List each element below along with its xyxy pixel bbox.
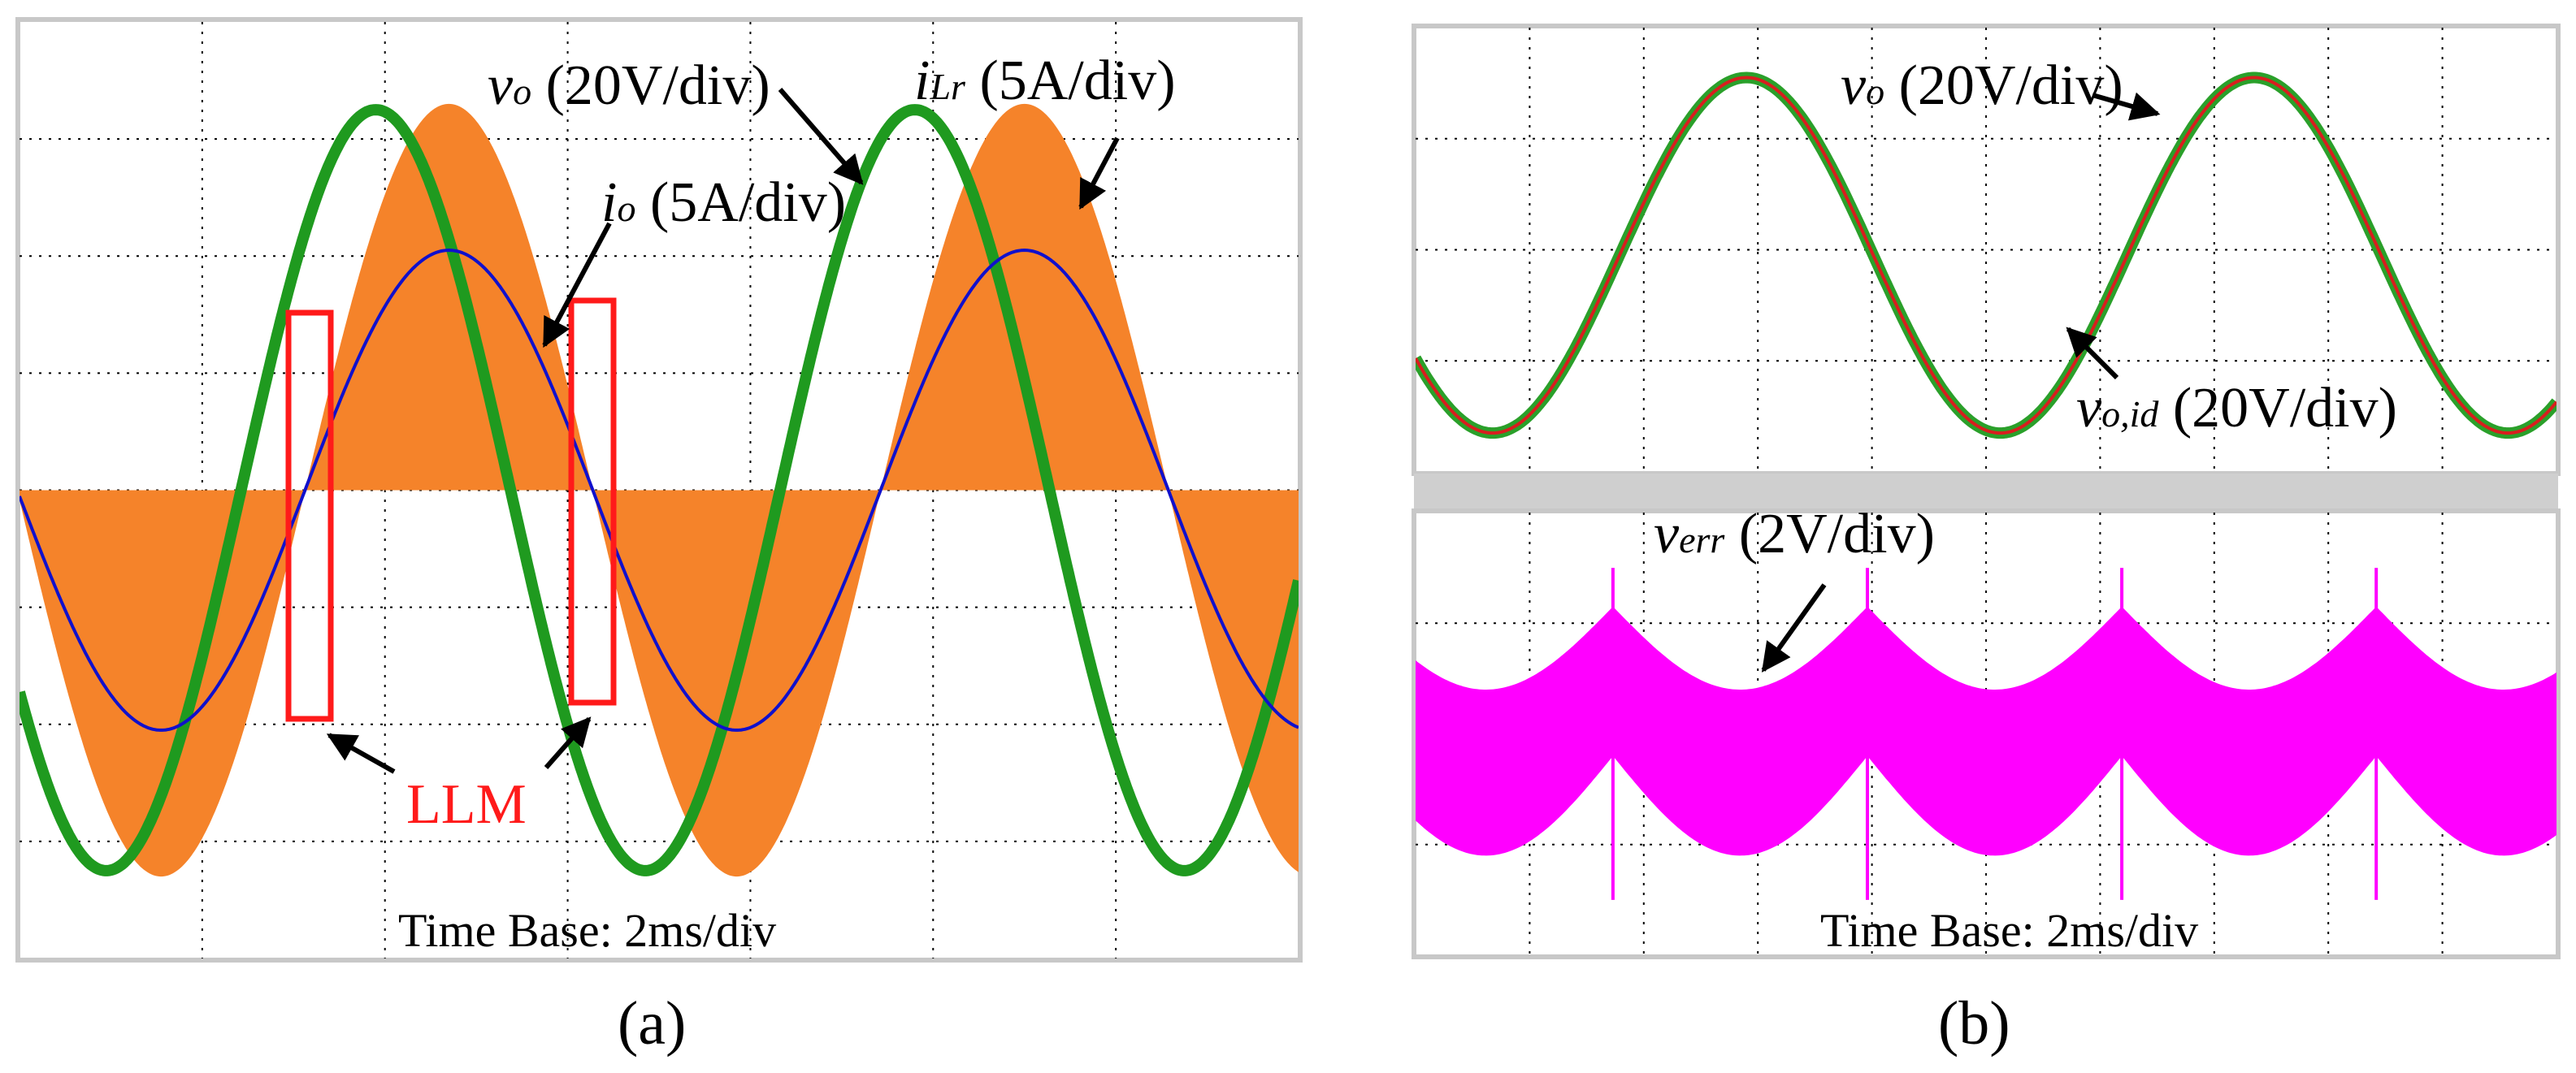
- iLr-trace-a: [20, 103, 1299, 877]
- panel-b-bottom-traces: [1416, 568, 2556, 900]
- vo-arrow-b: [2092, 92, 2161, 121]
- label-iLr-a: iLr (5A/div): [914, 50, 1176, 112]
- llm-box-2: [568, 297, 617, 706]
- io-trace-a: [20, 249, 1299, 732]
- time-base-a: Time Base: 2ms/div: [398, 904, 776, 957]
- label-vo-b: vo (20V/div): [1841, 54, 2123, 117]
- void-arrow-b: [2066, 327, 2119, 380]
- verr-trace-b: [1416, 606, 2556, 856]
- panel-b-top-traces: [1416, 71, 2556, 439]
- label-verr-b: verr (2V/div): [1654, 503, 1935, 565]
- time-base-b: Time Base: 2ms/div: [1820, 904, 2198, 957]
- caption-b: (b): [1938, 989, 2010, 1058]
- llm-arrow-2: [544, 716, 592, 769]
- label-vo-a: vo (20V/div): [488, 54, 770, 117]
- panel-a-traces: [20, 103, 1299, 877]
- vo-trace-a: [20, 104, 1299, 876]
- io-arrow-a: [542, 222, 612, 348]
- label-void-b: vo,id (20V/div): [2076, 377, 2397, 439]
- panel-b-top: vo (20V/div) vo,id (20V/div): [1412, 24, 2561, 476]
- iLr-arrow-a: [1078, 136, 1120, 210]
- verr-arrow-b: [1761, 583, 1827, 673]
- caption-a: (a): [618, 989, 686, 1058]
- void-trace-b: [1416, 76, 2556, 435]
- panel-b-separator: [1414, 474, 2558, 513]
- vo-arrow-a: [778, 88, 864, 185]
- panel-a: vo (20V/div) io (5A/div) iLr (5A/div) LL…: [15, 17, 1303, 1058]
- panel-b-bottom: verr (2V/div) Time Base: 2ms/div (b): [1412, 503, 2561, 1058]
- label-io-a: io (5A/div): [601, 171, 846, 234]
- llm-arrow-1: [326, 733, 396, 774]
- label-llm: LLM: [406, 773, 527, 836]
- llm-box-1: [285, 309, 334, 722]
